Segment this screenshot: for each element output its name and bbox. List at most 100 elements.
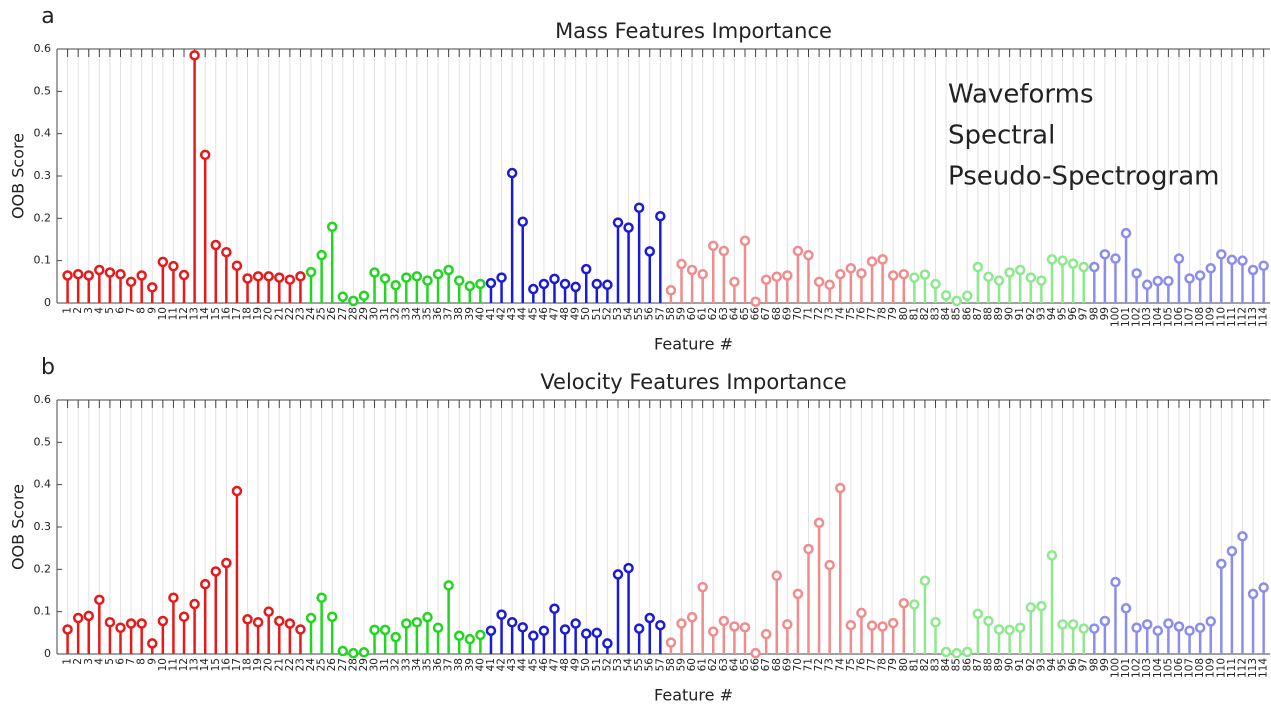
x-tick-label: 112 bbox=[1236, 307, 1248, 327]
stem-marker bbox=[824, 559, 835, 571]
stem-marker bbox=[475, 629, 486, 641]
x-tick-label: 24 bbox=[305, 658, 317, 672]
stem-marker bbox=[369, 624, 380, 636]
stem-marker bbox=[1216, 249, 1227, 260]
x-tick-label: 87 bbox=[972, 307, 984, 320]
stem-marker bbox=[570, 618, 581, 629]
x-tick-label: 30 bbox=[369, 307, 381, 320]
stem-marker bbox=[866, 620, 878, 631]
x-tick-label: 37 bbox=[443, 658, 455, 671]
y-tick-label: 0 bbox=[44, 296, 51, 309]
x-tick-label: 103 bbox=[1141, 658, 1153, 678]
stem-marker bbox=[835, 482, 846, 494]
x-tick-label: 54 bbox=[623, 307, 635, 321]
x-tick-label: 50 bbox=[580, 658, 592, 671]
stem-marker bbox=[940, 290, 952, 301]
x-tick-label: 111 bbox=[1226, 658, 1238, 678]
x-tick-label: 1 bbox=[62, 307, 74, 314]
x-tick-label: 76 bbox=[855, 307, 867, 321]
stem-marker bbox=[1089, 261, 1100, 273]
x-tick-label: 93 bbox=[1035, 307, 1047, 320]
x-tick-label: 83 bbox=[930, 307, 942, 320]
stem-marker bbox=[962, 646, 973, 658]
x-tick-label: 63 bbox=[718, 307, 730, 320]
stem-marker bbox=[591, 627, 603, 639]
x-tick-label: 18 bbox=[242, 307, 254, 320]
stem-marker bbox=[1152, 275, 1164, 287]
x-tick-label: 10 bbox=[157, 658, 169, 671]
stem-marker bbox=[517, 622, 528, 633]
stem-marker bbox=[771, 271, 783, 283]
x-tick-label: 47 bbox=[548, 307, 560, 320]
stem-marker bbox=[898, 597, 910, 609]
stem-marker bbox=[909, 272, 920, 283]
stem-marker bbox=[729, 276, 740, 288]
chart-title: Mass Features Importance bbox=[555, 19, 832, 43]
stem-marker bbox=[358, 290, 370, 302]
stem-marker bbox=[104, 267, 116, 278]
stem-marker bbox=[1110, 576, 1121, 588]
x-tick-label: 110 bbox=[1215, 658, 1227, 678]
x-tick-label: 75 bbox=[845, 307, 857, 320]
stem-marker bbox=[983, 271, 994, 283]
x-tick-label: 63 bbox=[718, 658, 730, 671]
x-tick-label: 17 bbox=[231, 658, 243, 671]
x-tick-label: 13 bbox=[189, 307, 201, 320]
stem-marker bbox=[665, 285, 677, 296]
x-tick-label: 72 bbox=[813, 307, 825, 320]
x-tick-label: 114 bbox=[1258, 658, 1270, 678]
stem-marker bbox=[83, 270, 95, 281]
y-tick-label: 0.1 bbox=[34, 605, 52, 618]
x-tick-label: 29 bbox=[358, 307, 370, 320]
stem-marker bbox=[559, 278, 571, 290]
x-tick-label: 4 bbox=[93, 658, 105, 665]
x-tick-label: 108 bbox=[1194, 307, 1206, 327]
x-tick-label: 60 bbox=[686, 307, 698, 320]
stem-marker bbox=[252, 271, 264, 282]
x-tick-label: 46 bbox=[538, 307, 550, 321]
x-tick-label: 8 bbox=[136, 307, 148, 314]
stem-marker bbox=[972, 261, 984, 273]
x-tick-label: 77 bbox=[866, 658, 878, 671]
x-tick-label: 28 bbox=[347, 658, 359, 671]
x-tick-label: 27 bbox=[337, 307, 349, 320]
x-tick-label: 84 bbox=[940, 658, 952, 672]
x-tick-label: 67 bbox=[760, 307, 772, 320]
stem-marker bbox=[1184, 273, 1195, 284]
x-tick-label: 52 bbox=[601, 658, 613, 671]
x-tick-label: 12 bbox=[178, 658, 190, 671]
x-tick-label: 42 bbox=[496, 307, 508, 320]
stem-marker bbox=[919, 575, 931, 587]
x-tick-label: 2 bbox=[72, 307, 84, 314]
stem-marker bbox=[231, 260, 243, 271]
stem-marker bbox=[464, 280, 476, 292]
stem-marker bbox=[411, 617, 423, 628]
stem-marker bbox=[348, 647, 359, 659]
x-tick-label: 55 bbox=[633, 658, 645, 671]
x-tick-label: 85 bbox=[951, 658, 963, 671]
y-tick-label: 0.1 bbox=[34, 254, 52, 267]
stem-marker bbox=[1067, 619, 1079, 630]
panel-label: a bbox=[41, 4, 54, 29]
stem-marker bbox=[676, 618, 687, 629]
x-tick-label: 34 bbox=[411, 658, 423, 672]
stem-marker bbox=[633, 623, 645, 634]
y-tick-label: 0.5 bbox=[34, 435, 52, 448]
x-tick-label: 11 bbox=[167, 307, 179, 320]
stem-marker bbox=[877, 621, 888, 632]
x-tick-label: 92 bbox=[1025, 307, 1037, 320]
stem-marker bbox=[707, 626, 719, 637]
x-tick-label: 56 bbox=[644, 307, 656, 321]
x-tick-label: 68 bbox=[771, 307, 783, 320]
stem-marker bbox=[485, 277, 497, 289]
stem-marker bbox=[612, 217, 624, 228]
y-axis-label: OOB Score bbox=[9, 484, 28, 570]
stem-marker bbox=[94, 264, 105, 276]
legend-entry: Waveforms bbox=[948, 80, 1094, 110]
stem-marker bbox=[390, 279, 401, 291]
y-tick-label: 0.6 bbox=[34, 42, 52, 55]
x-tick-label: 57 bbox=[654, 307, 666, 320]
stem-marker bbox=[422, 611, 433, 623]
x-tick-label: 102 bbox=[1131, 307, 1143, 327]
